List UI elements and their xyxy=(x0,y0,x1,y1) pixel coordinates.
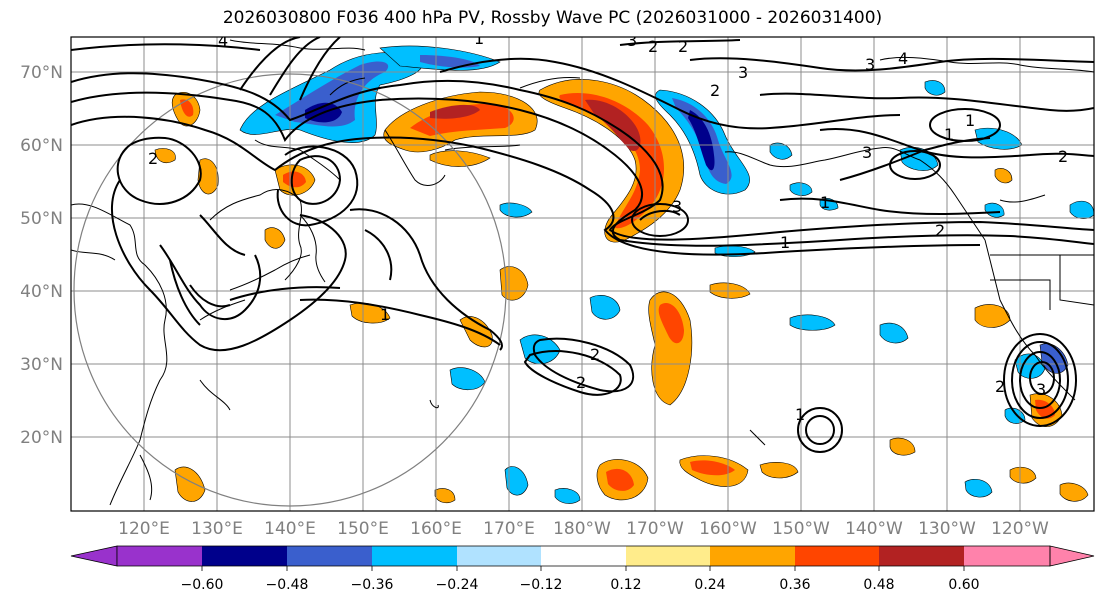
contour-label: 3 xyxy=(738,63,748,82)
colorbar-tick: −0.48 xyxy=(266,577,309,593)
longitude-labels: 120°E 130°E 140°E 150°E 160°E 170°E 180°… xyxy=(118,519,1049,539)
lat-label-30n: 30°N xyxy=(20,355,63,375)
colorbar-segment xyxy=(372,546,457,566)
contour-label: 2 xyxy=(1058,147,1068,166)
contour-label: 1 xyxy=(474,29,484,48)
contour-label: 3 xyxy=(627,31,637,50)
contour-label: 1 xyxy=(944,125,954,144)
colorbar-segment xyxy=(202,546,287,566)
colorbar-tick: 0.12 xyxy=(610,577,641,593)
contour-label: 4 xyxy=(898,49,908,68)
contour-label: 1 xyxy=(795,405,805,424)
colorbar-segment xyxy=(964,546,1050,566)
map-panel[interactable]: 4 3 2 2 3 3 4 1 3 2 2 1 2 1 3 1 2 2 2 1 … xyxy=(71,29,1094,511)
lon-label: 170°E xyxy=(483,519,535,539)
colorbar-extend-low xyxy=(70,545,118,567)
colorbar-tick: −0.24 xyxy=(436,577,479,593)
lat-label-70n: 70°N xyxy=(20,63,63,83)
map-title: 2026030800 F036 400 hPa PV, Rossby Wave … xyxy=(222,8,883,28)
contour-label: 4 xyxy=(218,31,228,50)
contour-label: 1 xyxy=(780,233,790,252)
lon-label: 150°E xyxy=(337,519,389,539)
colorbar-tick: −0.12 xyxy=(520,577,563,593)
lon-label: 130°E xyxy=(191,519,243,539)
colorbar: −0.60 −0.48 −0.36 −0.24 −0.12 0.12 0.24 … xyxy=(70,545,1095,593)
colorbar-tick: 0.36 xyxy=(779,577,810,593)
colorbar-tick: 0.24 xyxy=(694,577,725,593)
region-circle xyxy=(73,73,507,507)
contour-label: 3 xyxy=(862,143,872,162)
contour-label: 2 xyxy=(710,81,720,100)
map-frame xyxy=(70,36,1095,512)
colorbar-segment xyxy=(117,546,202,566)
colorbar-segment xyxy=(287,546,372,566)
colorbar-extend-high xyxy=(1049,545,1095,567)
coastlines xyxy=(71,39,1094,506)
lon-label: 140°W xyxy=(845,519,903,539)
contour-label: 3 xyxy=(865,55,875,74)
lon-label: 140°E xyxy=(264,519,316,539)
contour-label: 1 xyxy=(820,193,830,212)
colorbar-tick: 0.48 xyxy=(863,577,894,593)
lat-label-50n: 50°N xyxy=(20,209,63,229)
colorbar-segment xyxy=(795,546,879,566)
lon-label: 180°W xyxy=(553,519,611,539)
contour-labels: 4 3 2 2 3 3 4 1 3 2 2 1 2 1 3 1 2 2 2 1 … xyxy=(148,29,1068,424)
colorbar-segment xyxy=(541,546,626,566)
lat-label-60n: 60°N xyxy=(20,136,63,156)
lat-label-20n: 20°N xyxy=(20,428,63,448)
colorbar-segment xyxy=(879,546,964,566)
contour-label: 3 xyxy=(672,197,682,216)
contour-label: 2 xyxy=(576,373,586,392)
contour-label: 2 xyxy=(648,37,658,56)
colorbar-segment xyxy=(626,546,710,566)
lon-label: 150°W xyxy=(772,519,830,539)
lon-label: 120°W xyxy=(991,519,1049,539)
pv-contours xyxy=(71,37,1094,453)
colorbar-segment xyxy=(457,546,541,566)
contour-label: 1 xyxy=(380,305,390,324)
contour-label: 2 xyxy=(995,377,1005,396)
colorbar-tick: 0.60 xyxy=(948,577,979,593)
contour-label: 2 xyxy=(148,149,158,168)
lon-label: 160°E xyxy=(410,519,462,539)
contour-label: 1 xyxy=(965,111,975,130)
contour-label: 2 xyxy=(678,37,688,56)
colorbar-tick: −0.60 xyxy=(181,577,224,593)
lon-label: 170°W xyxy=(626,519,684,539)
contour-label: 2 xyxy=(590,345,600,364)
lon-label: 160°W xyxy=(699,519,757,539)
lon-label: 130°W xyxy=(918,519,976,539)
contour-label: 2 xyxy=(935,221,945,240)
latitude-labels: 70°N 60°N 50°N 40°N 30°N 20°N xyxy=(20,63,63,448)
colorbar-segment xyxy=(710,546,795,566)
colorbar-tick: −0.36 xyxy=(351,577,394,593)
lon-label: 120°E xyxy=(118,519,170,539)
lat-label-40n: 40°N xyxy=(20,282,63,302)
contour-label: 3 xyxy=(1036,380,1046,399)
